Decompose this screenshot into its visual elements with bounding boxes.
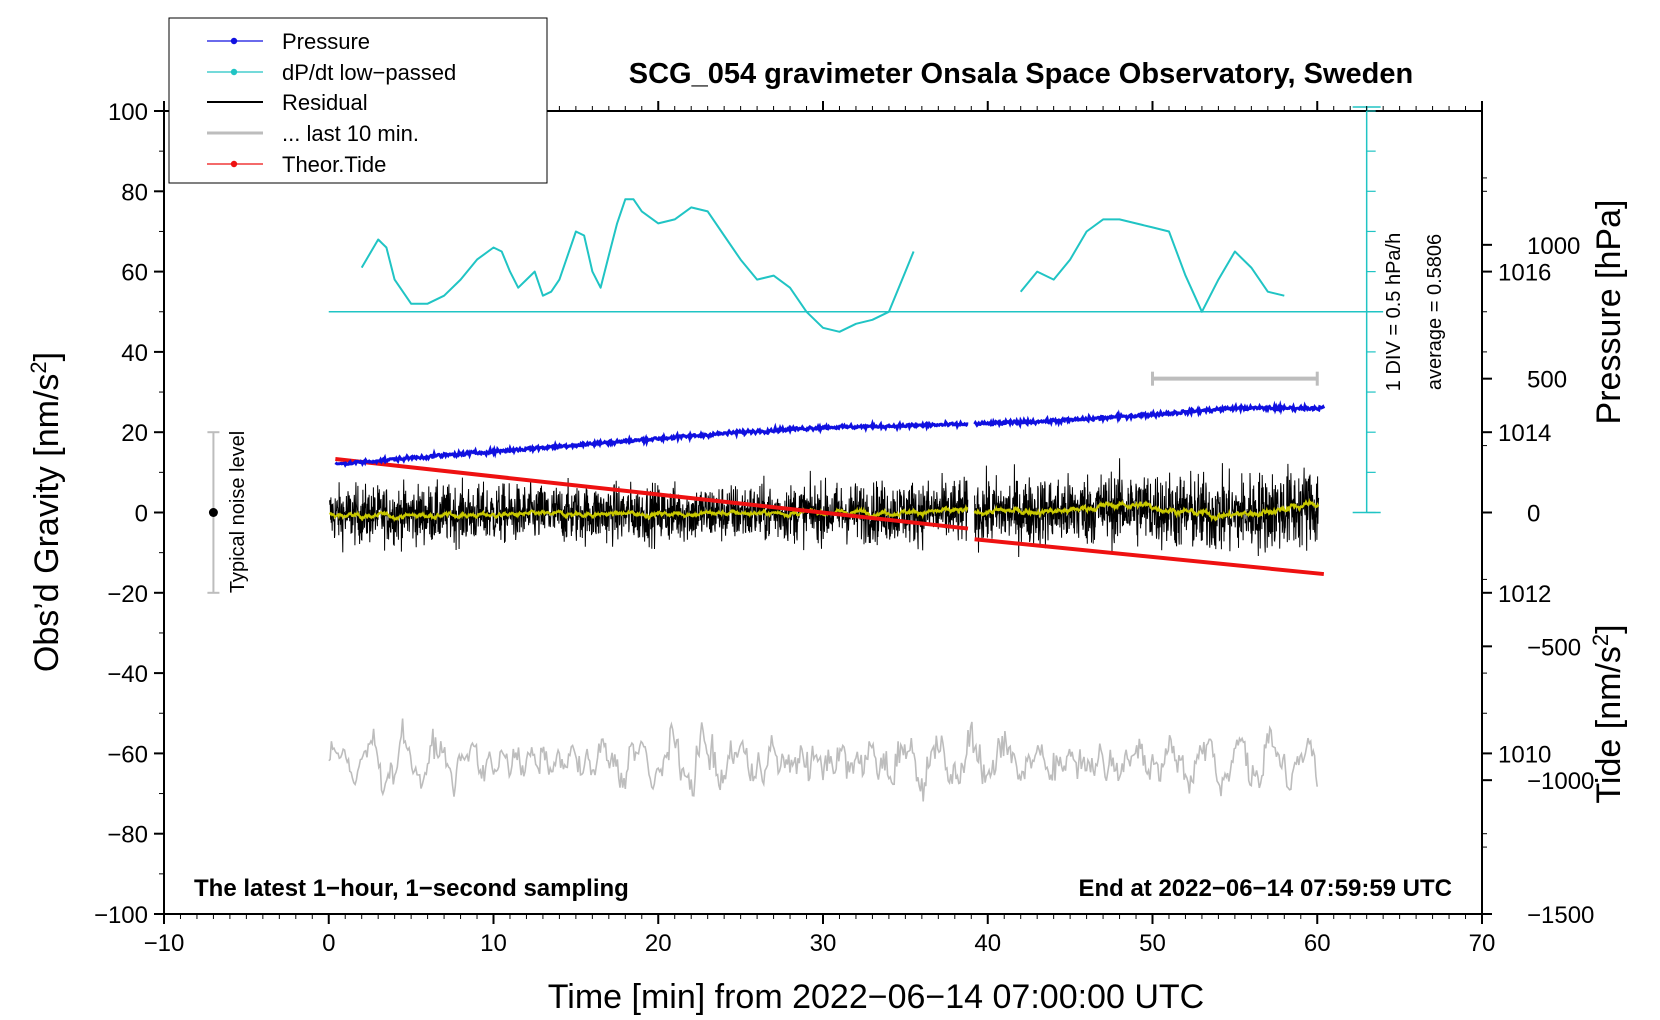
- y-tick-label: −20: [107, 581, 148, 608]
- y-axis-label-left-main: Obs’d Gravity [nm/s: [28, 374, 66, 673]
- dpdt-layer: [360, 198, 1285, 333]
- noise-bar-center: [208, 508, 218, 517]
- x-tick-label: 10: [480, 930, 507, 957]
- tide-line-seg1: [974, 537, 1325, 577]
- sampling-note: The latest 1−hour, 1−second sampling: [194, 875, 629, 902]
- pressure-tick-label: 1014: [1498, 420, 1551, 447]
- pressure-line-seg1: [973, 400, 1326, 430]
- x-tick-label: 50: [1139, 930, 1166, 957]
- end-time-note: End at 2022−06−14 07:59:59 UTC: [1078, 875, 1452, 902]
- x-tick-label: 40: [974, 930, 1001, 957]
- y-tick-label: 40: [121, 340, 148, 367]
- y-axis-label-left-sup: 2: [26, 361, 51, 373]
- x-tick-label: 60: [1304, 930, 1331, 957]
- pressure-line-seg0: [334, 418, 969, 468]
- legend: Pressure dP/dt low−passed Residual ... l…: [168, 17, 548, 184]
- axis-ticks-layer: −10 0 10 20 30 40 50 60 70−100−80−60−40−20020406…: [94, 99, 1594, 957]
- pressure-layer: [334, 400, 1326, 468]
- legend-dpdt-marker: [230, 68, 238, 76]
- noise-level-label: Typical noise level: [227, 431, 249, 593]
- average-label: average = 0.5806: [1424, 234, 1446, 390]
- y-axis-label-tide-sup: 2: [1588, 634, 1613, 646]
- y-tick-label: 100: [108, 99, 148, 126]
- y-tick-label: −80: [107, 822, 148, 849]
- y-tick-label: −40: [107, 661, 148, 688]
- div-scale-label: 1 DIV = 0.5 hPa/h: [1383, 233, 1405, 391]
- y-axis-label-tide-tail: ]: [1590, 624, 1628, 633]
- dpdt-line-seg0: [360, 198, 915, 333]
- y-axis-label-left-tail: ]: [28, 352, 66, 361]
- y-tick-label: 0: [135, 501, 148, 528]
- tide-line-seg0: [335, 456, 969, 531]
- y-tick-label: −100: [94, 902, 148, 929]
- legend-tide-label: Theor.Tide: [282, 152, 386, 177]
- pressure-tick-label: 1010: [1498, 741, 1551, 768]
- tide-tick-label: 0: [1527, 501, 1540, 528]
- legend-pressure-label: Pressure: [282, 29, 370, 54]
- x-tick-label: 0: [322, 930, 335, 957]
- legend-dpdt-label: dP/dt low−passed: [282, 60, 456, 85]
- legend-residual-label: Residual: [282, 90, 368, 115]
- legend-pressure-marker: [230, 37, 238, 45]
- y-tick-label: 80: [121, 179, 148, 206]
- tide-layer: [335, 456, 1325, 577]
- legend-tide-marker: [230, 160, 238, 168]
- x-tick-label: 30: [810, 930, 837, 957]
- y-tick-label: 20: [121, 420, 148, 447]
- last-10-min-line: [328, 718, 1318, 802]
- y-axis-label-tide: Tide [nm/s2]: [1588, 624, 1628, 803]
- residual-line-seg1: [974, 458, 1320, 558]
- residual-smoothed-layer: [329, 497, 1320, 522]
- y-tick-label: −60: [107, 741, 148, 768]
- tide-tick-label: −1000: [1527, 768, 1594, 795]
- tide-tick-label: −1500: [1527, 902, 1594, 929]
- legend-last10-label: ... last 10 min.: [282, 121, 419, 146]
- y-axis-label-left: Obs’d Gravity [nm/s2]: [26, 352, 66, 672]
- y-axis-label-tide-main: Tide [nm/s: [1590, 646, 1628, 803]
- dpdt-scale-layer: [1352, 106, 1381, 514]
- pressure-tick-label: 1012: [1498, 581, 1551, 608]
- last-10-min-layer: [328, 718, 1318, 802]
- x-tick-label: 20: [645, 930, 672, 957]
- residual-smoothed-seg0: [329, 504, 969, 522]
- residual-line-seg0: [329, 470, 969, 553]
- tide-tick-label: 500: [1527, 367, 1567, 394]
- x-tick-label: 70: [1469, 930, 1496, 957]
- x-tick-label: −10: [144, 930, 185, 957]
- legend-box: [168, 17, 548, 184]
- chart-title: SCG_054 gravimeter Onsala Space Observat…: [629, 58, 1413, 90]
- dpdt-line-seg1: [1019, 218, 1285, 313]
- y-tick-label: 60: [121, 260, 148, 287]
- tide-tick-label: 1000: [1527, 233, 1580, 260]
- y-axis-label-pressure: Pressure [hPa]: [1590, 200, 1628, 425]
- residual-smoothed-seg1: [973, 497, 1320, 522]
- tide-tick-label: −500: [1527, 634, 1581, 661]
- residual-layer: [329, 458, 1320, 558]
- pressure-tick-label: 1016: [1498, 260, 1551, 287]
- annotation-marks-layer: [207, 371, 1319, 594]
- x-axis-label: Time [min] from 2022−06−14 07:00:00 UTC: [548, 978, 1204, 1016]
